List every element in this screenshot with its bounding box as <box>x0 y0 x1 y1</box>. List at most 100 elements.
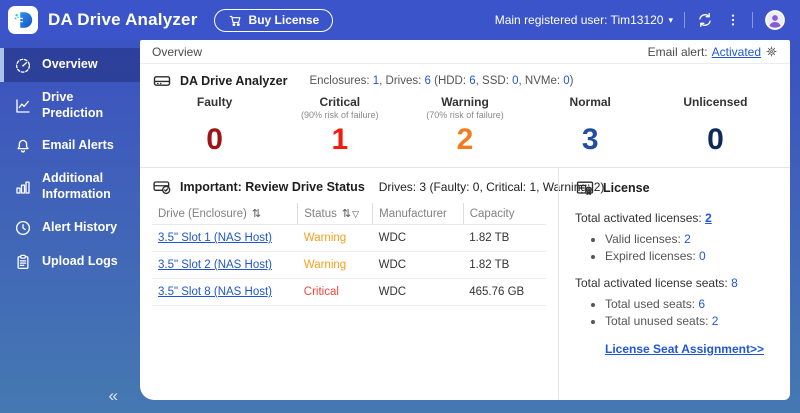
bell-icon <box>14 137 32 155</box>
list-item: Total unused seats: 2 <box>605 314 774 328</box>
list-item: Total used seats: 6 <box>605 297 774 311</box>
status-cell: Warning <box>297 224 373 252</box>
sidebar-item-label: Email Alerts <box>42 138 114 153</box>
total-licenses-line: Total activated licenses: 2 <box>575 211 774 225</box>
clipboard-icon <box>14 253 32 271</box>
summary-header: DA Drive Analyzer Enclosures: 1, Drives:… <box>152 71 778 91</box>
total-seats-value: 8 <box>731 276 738 290</box>
sidebar-item-drive-prediction[interactable]: Drive Prediction <box>0 82 140 129</box>
line-chart-icon <box>14 97 32 115</box>
counter-sublabel <box>653 110 778 122</box>
avatar <box>764 9 786 31</box>
bullet-label: Valid licenses: <box>605 232 685 246</box>
counter-sublabel: (70% risk of failure) <box>426 110 504 120</box>
status-counters: Faulty 0 Critical (90% risk of failure) … <box>152 95 778 167</box>
bullet-value: 0 <box>699 249 706 263</box>
bullet-value: 2 <box>711 314 719 328</box>
drive-link[interactable]: 3.5" Slot 1 (NAS Host) <box>158 232 273 244</box>
page-title: Overview <box>152 44 203 59</box>
sort-icon: ⇅ <box>251 208 262 220</box>
drive-status-summary: Drives: 3 (Faulty: 0, Critical: 1, Warni… <box>378 180 605 194</box>
manufacturer-cell: WDC <box>372 251 464 279</box>
app-title: DA Drive Analyzer <box>48 10 198 29</box>
column-label: Manufacturer <box>379 207 447 220</box>
sidebar-item-overview[interactable]: Overview <box>0 48 140 82</box>
column-header-capacity: Capacity <box>463 203 546 225</box>
capacity-cell: 465.76 GB <box>463 278 546 306</box>
drive-link[interactable]: 3.5" Slot 2 (NAS Host) <box>158 259 273 271</box>
counter-label: Faulty <box>196 95 233 109</box>
status-counter-normal: Normal 3 <box>528 95 653 155</box>
drive-cell: 3.5" Slot 1 (NAS Host) <box>152 224 298 252</box>
bullet-value: 6 <box>698 297 706 311</box>
email-alert-status-link[interactable]: Activated <box>711 44 761 59</box>
drive-summary-section: DA Drive Analyzer Enclosures: 1, Drives:… <box>140 64 790 168</box>
counter-label: Normal <box>569 95 611 109</box>
bullet-label: Total used seats: <box>605 297 699 311</box>
counter-label: Critical <box>319 95 361 109</box>
sidebar-item-additional-information[interactable]: Additional Information <box>0 163 140 210</box>
sidebar-item-alert-history[interactable]: Alert History <box>0 211 140 245</box>
column-label: Capacity <box>469 207 515 220</box>
manufacturer-cell: WDC <box>372 224 464 252</box>
info-text: , Drives: <box>379 75 425 87</box>
gauge-icon <box>14 56 32 74</box>
counter-value: 1 <box>331 123 349 156</box>
total-seats-line: Total activated license seats: 8 <box>575 276 774 290</box>
counter-label: Warning <box>441 95 489 109</box>
bottom-panels: Important: Review Drive Status Drives: 3… <box>140 168 790 400</box>
status-counter-critical: Critical (90% risk of failure) 1 <box>277 95 402 155</box>
license-header: License <box>575 178 774 198</box>
account-button[interactable] <box>764 9 786 31</box>
filter-icon[interactable]: ▽ <box>352 209 360 219</box>
content-topbar: Overview Email alert: Activated <box>140 40 790 64</box>
manufacturer-cell: WDC <box>372 278 464 306</box>
refresh-button[interactable] <box>696 11 714 29</box>
sidebar-item-email-alerts[interactable]: Email Alerts <box>0 129 140 163</box>
sidebar-item-upload-logs[interactable]: Upload Logs <box>0 245 140 279</box>
app-logo-icon <box>8 6 38 34</box>
bullet-value: 2 <box>684 232 691 246</box>
main-content: Overview Email alert: Activated <box>140 40 790 400</box>
cart-icon <box>228 13 243 28</box>
email-alert-label: Email alert: <box>647 44 708 59</box>
info-text: , SSD: <box>475 75 513 87</box>
drive-cell: 3.5" Slot 8 (NAS Host) <box>152 278 298 306</box>
license-certificate-icon <box>575 178 595 198</box>
license-title: License <box>603 181 650 195</box>
status-cell: Critical <box>297 278 373 306</box>
column-header-status[interactable]: Status ⇅▽ <box>297 203 374 225</box>
total-licenses-link[interactable]: 2 <box>705 211 712 225</box>
app-header: DA Drive Analyzer Buy License Main regis… <box>0 0 800 40</box>
column-header-drive[interactable]: Drive (Enclosure) ⇅ <box>152 203 299 225</box>
drive-status-header: Important: Review Drive Status Drives: 3… <box>152 177 604 197</box>
caret-down-icon: ▾ <box>668 14 673 25</box>
sidebar-collapse-button[interactable]: « <box>103 385 124 407</box>
sidebar-item-label: Alert History <box>42 219 118 234</box>
bar-chart-icon <box>14 178 32 196</box>
capacity-cell: 1.82 TB <box>463 251 546 279</box>
total-licenses-label: Total activated licenses: <box>575 211 706 225</box>
enclosure-info: Enclosures: 1, Drives: 6 (HDD: 6, SSD: 0… <box>309 75 573 87</box>
capacity-cell: 1.82 TB <box>463 224 546 252</box>
drive-link[interactable]: 3.5" Slot 8 (NAS Host) <box>158 286 273 298</box>
table-header-row: Drive (Enclosure) ⇅ Status ⇅▽ Manufacturer… <box>152 203 546 225</box>
column-label: Drive (Enclosure) <box>158 208 247 220</box>
collapse-icon: « <box>108 386 118 405</box>
registered-user-menu[interactable]: Main registered user: Tim13120 ▾ <box>495 13 673 27</box>
bullet-label: Total unused seats: <box>605 314 712 328</box>
column-label: Status <box>304 208 337 220</box>
gear-icon[interactable] <box>765 45 778 58</box>
registered-user-label: Main registered user: Tim13120 <box>494 13 664 27</box>
bullet-label: Expired licenses: <box>605 249 700 263</box>
more-options-button[interactable] <box>725 12 741 28</box>
sidebar-item-label: Upload Logs <box>42 253 118 268</box>
list-item: Valid licenses: 2 <box>605 232 774 246</box>
info-value: 0 <box>563 75 570 87</box>
counter-value: 0 <box>206 123 223 156</box>
buy-license-button[interactable]: Buy License <box>213 8 334 32</box>
header-divider <box>752 12 753 28</box>
info-text: (HDD: <box>430 75 470 87</box>
license-seat-assignment-link[interactable]: License Seat Assignment>> <box>605 342 764 356</box>
drive-status-section: Important: Review Drive Status Drives: 3… <box>140 168 604 400</box>
